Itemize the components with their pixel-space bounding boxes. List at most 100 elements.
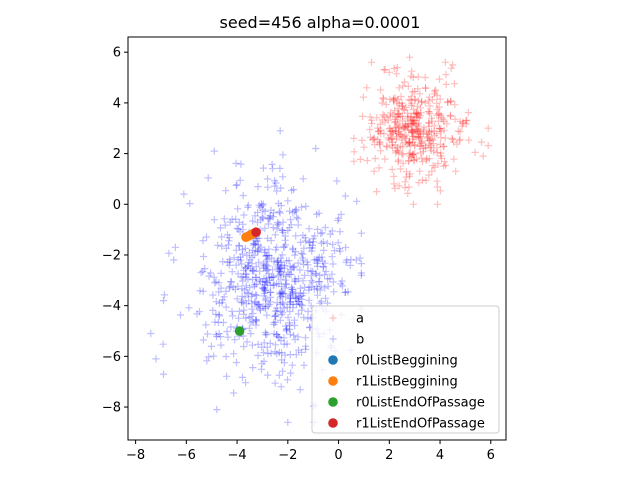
point-b: [275, 333, 283, 342]
point-b: [305, 283, 313, 291]
point-b: [258, 213, 266, 221]
point-b: [273, 304, 281, 312]
point-b: [259, 200, 267, 208]
point-a: [409, 116, 417, 124]
point-b: [279, 226, 287, 234]
point-a: [393, 144, 401, 152]
point-a: [433, 177, 441, 185]
point-a: [402, 134, 410, 142]
point-b: [278, 298, 286, 306]
point-b: [312, 270, 320, 278]
point-b: [234, 255, 242, 264]
point-b: [334, 216, 342, 225]
point-a: [398, 133, 406, 141]
point-b: [256, 278, 264, 286]
point-b: [286, 298, 295, 306]
point-b: [282, 280, 290, 288]
point-a: [380, 112, 388, 120]
point-b: [244, 289, 252, 297]
point-b: [228, 215, 236, 223]
point-b: [305, 238, 313, 246]
point-a: [447, 97, 455, 105]
point-a: [433, 99, 441, 107]
point-a: [416, 90, 424, 98]
point-b: [260, 285, 268, 293]
point-b: [223, 327, 231, 336]
point-a: [425, 136, 433, 145]
point-a: [408, 128, 416, 136]
point-a: [388, 135, 396, 143]
point-a: [396, 122, 404, 130]
point-a: [408, 92, 416, 100]
point-a: [386, 124, 394, 132]
point-a: [422, 144, 430, 152]
point-b: [218, 299, 226, 307]
point-a: [376, 139, 384, 147]
point-a: [417, 139, 425, 148]
point-b: [253, 303, 261, 311]
point-b: [250, 282, 258, 290]
point-b: [275, 261, 283, 269]
point-b: [227, 278, 235, 286]
point-b: [289, 246, 297, 254]
point-b: [260, 357, 268, 365]
point-b: [270, 330, 278, 338]
point-a: [471, 148, 479, 156]
point-b: [287, 283, 296, 291]
point-a: [416, 112, 424, 120]
point-b: [277, 254, 285, 262]
point-b: [239, 299, 247, 307]
point-a: [425, 155, 433, 163]
point-a: [392, 123, 401, 131]
point-b: [264, 214, 272, 222]
point-b: [228, 307, 236, 315]
point-a: [413, 155, 421, 163]
point-b: [356, 254, 364, 262]
point-a: [407, 101, 415, 110]
point-a: [374, 127, 382, 135]
point-a: [450, 138, 458, 146]
point-b: [263, 330, 271, 338]
point-b: [242, 270, 250, 278]
point-a: [370, 135, 378, 143]
point-a: [452, 167, 460, 175]
point-b: [306, 239, 314, 247]
point-b: [243, 289, 251, 297]
point-b: [225, 284, 233, 292]
point-a: [401, 120, 410, 128]
point-a: [392, 149, 400, 157]
point-a: [394, 158, 402, 166]
legend-label-r0ListEndOfPassage: r0ListEndOfPassage: [356, 396, 485, 411]
point-b: [253, 237, 261, 245]
point-b: [296, 284, 305, 292]
point-b: [291, 251, 299, 259]
point-a: [375, 128, 383, 136]
point-a: [406, 170, 414, 178]
point-b: [287, 266, 295, 274]
point-a: [418, 176, 427, 184]
point-b: [347, 256, 355, 264]
point-b: [277, 184, 285, 192]
point-b: [252, 280, 260, 288]
point-a: [404, 120, 412, 128]
point-a: [444, 98, 452, 107]
point-a: [379, 111, 387, 119]
point-a: [388, 165, 396, 174]
point-a: [422, 176, 430, 185]
x-tick-label: −2: [278, 448, 297, 463]
point-b: [312, 256, 320, 264]
point-b: [342, 243, 350, 252]
point-a: [382, 142, 391, 150]
point-b: [263, 234, 272, 242]
point-b: [300, 313, 308, 322]
point-a: [413, 127, 421, 135]
point-b: [244, 203, 252, 211]
legend-label-r1ListBeggining: r1ListBeggining: [356, 375, 458, 390]
point-b: [329, 278, 337, 286]
point-a: [395, 130, 403, 138]
point-a: [407, 96, 415, 104]
point-a: [435, 103, 443, 111]
point-a: [376, 141, 384, 149]
point-b: [159, 370, 168, 378]
point-b: [286, 291, 294, 300]
